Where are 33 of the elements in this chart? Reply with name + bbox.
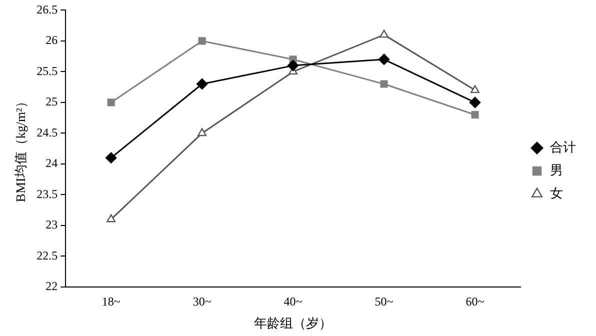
point [470, 85, 480, 94]
x-tick-label: 40~ [284, 294, 303, 308]
point [106, 214, 116, 222]
point [469, 96, 481, 108]
point [198, 128, 207, 136]
y-tick-label: 25.5 [36, 64, 58, 78]
legend-label: 女 [550, 185, 563, 200]
x-tick-label: 60~ [466, 294, 485, 308]
y-tick-label: 24 [46, 156, 58, 170]
point [378, 54, 390, 66]
y-tick-label: 22.5 [36, 248, 58, 262]
y-tick-label: 23.5 [36, 186, 58, 201]
y-tick-label: 25 [46, 94, 58, 109]
y-tick-label: 22 [46, 279, 58, 294]
x-tick-label: 30~ [192, 294, 212, 308]
point [198, 37, 206, 45]
point [107, 98, 115, 106]
point [105, 152, 117, 164]
y-tick-label: 26.5 [36, 2, 58, 16]
legend-label: 合计 [550, 139, 576, 154]
point [196, 78, 208, 90]
x-axis-title: 年龄组（岁） [254, 316, 332, 331]
x-tick-label: 50~ [374, 294, 394, 308]
legend-label: 男 [550, 162, 563, 178]
point [380, 30, 389, 38]
point [471, 110, 479, 119]
y-tick-label: 23 [46, 218, 58, 232]
y-tick-label: 24.5 [36, 125, 58, 140]
y-axis-title: BMI均值（kg/m²） [13, 95, 28, 202]
x-tick-label: 18~ [102, 294, 121, 308]
y-tick-label: 26 [46, 33, 58, 48]
point [380, 80, 388, 88]
point [287, 60, 299, 72]
